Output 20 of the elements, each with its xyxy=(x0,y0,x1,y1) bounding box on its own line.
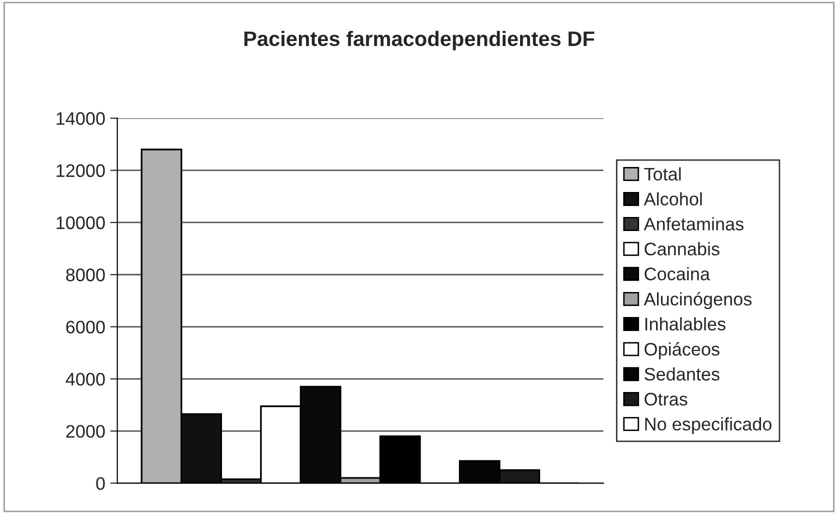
y-tick-label: 4000 xyxy=(66,372,105,386)
legend-label: Sedantes xyxy=(644,367,720,381)
y-tick-label: 0 xyxy=(96,477,105,490)
y-tick-label: 12000 xyxy=(56,164,105,178)
legend-label: Inhalables xyxy=(645,317,726,330)
legend-label: Total xyxy=(644,167,681,181)
legend-label: Alcohol xyxy=(644,192,702,206)
y-tick-label: 6000 xyxy=(66,320,105,334)
legend-label: Alucinógenos xyxy=(644,292,752,310)
chart-title: Pacientes farmacodependientes DF xyxy=(244,30,594,50)
legend-label: Anfetaminas xyxy=(644,217,744,230)
legend-label: Cocaina xyxy=(644,267,710,280)
y-tick-label: 8000 xyxy=(66,268,105,282)
legend-label: Opiáceos xyxy=(644,342,720,360)
y-tick-label: 10000 xyxy=(56,216,105,230)
legend-label: Cannabis xyxy=(644,242,720,256)
legend-label: Otras xyxy=(644,392,688,406)
y-tick-label: 14000 xyxy=(56,112,105,125)
legend-label: No especificado xyxy=(645,417,772,434)
y-tick-label: 2000 xyxy=(66,424,105,438)
